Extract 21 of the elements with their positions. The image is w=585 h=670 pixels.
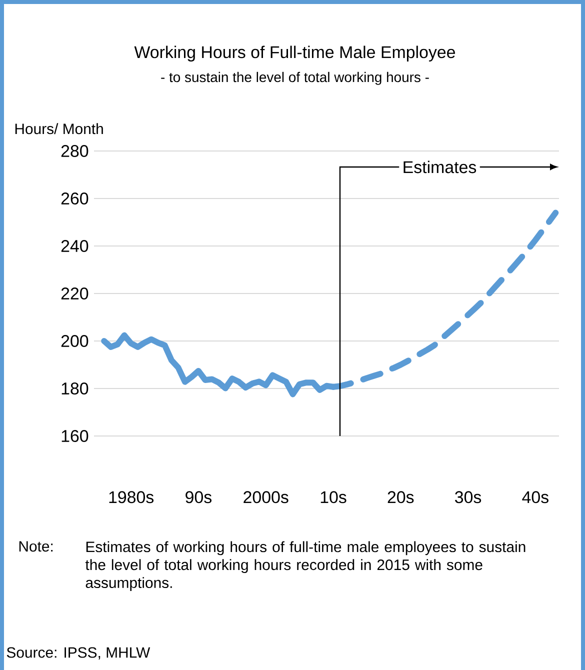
source-note: Source: IPSS, MHLW (6, 647, 150, 660)
y-tick-label: 160 (62, 430, 88, 442)
x-tick-label: 1980s (109, 491, 154, 504)
y-tick-label: 200 (61, 335, 88, 348)
chart-title: Working Hours of Full-time Male Employee (134, 46, 456, 62)
y-tick-label: 260 (61, 192, 88, 205)
y-tick-label: 180 (62, 382, 88, 395)
text: Estimates of working hours of full-time male employees to sustain the level of total working hours recorded in 2015 with some assumptions. (85, 541, 526, 591)
text: Note: (19, 541, 53, 552)
y-tick-label: 220 (61, 288, 88, 300)
x-tick-label: 2000s (244, 491, 288, 504)
y-tick-label: 280 (61, 145, 88, 158)
x-tick-label: 40s (522, 491, 548, 504)
y-tick-label: 240 (61, 240, 88, 252)
x-tick-label: 90s (186, 491, 212, 504)
x-tick-label: 30s (455, 491, 482, 504)
annotation: Estimates (404, 160, 476, 174)
chart-subtitle: - to sustain the level of total working hours - (161, 72, 429, 85)
x-tick-label: 10s (320, 491, 346, 504)
x-tick-label: 20s (388, 491, 414, 504)
y-axis-title: Hours/ Month (15, 123, 103, 134)
